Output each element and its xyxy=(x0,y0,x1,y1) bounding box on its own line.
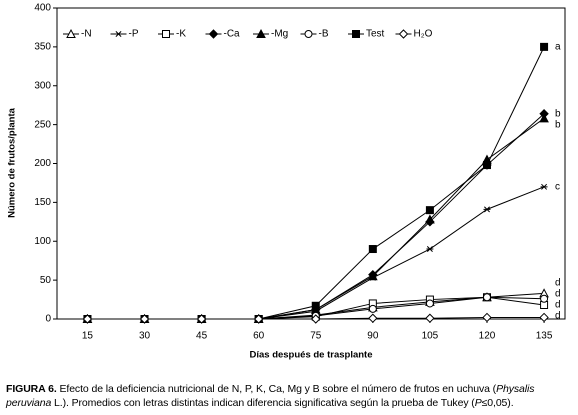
significance-letter: d xyxy=(555,311,561,322)
legend-label: -Mg xyxy=(271,29,288,40)
x-tick-label: 135 xyxy=(536,331,553,342)
data-point xyxy=(426,246,434,253)
x-tick-label: 105 xyxy=(422,331,439,342)
legend-marker xyxy=(352,30,360,38)
x-axis-label: Días después de trasplante xyxy=(249,350,372,361)
significance-letter: a xyxy=(555,42,561,53)
data-point xyxy=(482,161,491,170)
data-point xyxy=(482,293,491,302)
legend-label: H₂O xyxy=(414,29,433,40)
x-tick-label: 120 xyxy=(479,331,496,342)
x-tick-label: 30 xyxy=(139,331,151,342)
legend-label: -N xyxy=(81,29,92,40)
data-point xyxy=(540,183,548,190)
data-point xyxy=(253,314,264,324)
data-point xyxy=(139,314,150,324)
significance-letter: d xyxy=(555,300,561,311)
significance-letter: b xyxy=(555,108,561,119)
series-line xyxy=(87,113,545,320)
legend-marker xyxy=(256,28,266,38)
legend-label: Test xyxy=(366,29,385,40)
y-tick-label: 100 xyxy=(34,236,51,247)
significance-letter: d xyxy=(555,278,561,289)
significance-letter: d xyxy=(555,289,561,300)
data-point xyxy=(482,312,492,323)
data-point xyxy=(311,301,320,310)
data-point xyxy=(196,314,207,324)
legend-label: -B xyxy=(319,29,329,40)
chart: Número de frutos/planta Días después de … xyxy=(7,3,566,361)
x-tick-label: 45 xyxy=(196,331,208,342)
legend-label: -P xyxy=(129,29,139,40)
data-point xyxy=(368,313,378,323)
caption-label: FIGURA 6. xyxy=(6,383,57,395)
caption: FIGURA 6. Efecto de la deficiencia nutri… xyxy=(6,382,574,410)
data-point xyxy=(540,294,549,303)
y-tick-label: 200 xyxy=(34,158,51,169)
data-point xyxy=(311,314,321,324)
caption-italic: Physalis peruviana xyxy=(6,383,535,409)
legend-label: -K xyxy=(176,29,186,40)
data-point xyxy=(539,312,549,323)
x-tick-label: 90 xyxy=(367,331,379,342)
series-line xyxy=(87,186,545,320)
legend-label: -Ca xyxy=(224,29,241,40)
x-tick-label: 15 xyxy=(82,331,94,342)
series-line xyxy=(87,117,545,320)
legend-marker xyxy=(398,29,409,39)
caption-text: ≤0,05). xyxy=(481,397,514,409)
data-point xyxy=(425,299,434,308)
x-tick-label: 60 xyxy=(253,331,265,342)
data-point xyxy=(425,206,434,215)
significance-letter: c xyxy=(555,181,560,192)
caption-italic: P xyxy=(474,397,482,409)
y-tick-label: 0 xyxy=(45,314,51,325)
data-point xyxy=(368,304,377,313)
data-point xyxy=(368,245,377,254)
y-tick-label: 50 xyxy=(40,275,52,286)
legend-marker xyxy=(304,30,313,38)
data-point xyxy=(483,206,491,213)
data-point xyxy=(425,214,435,224)
data-point xyxy=(82,314,93,324)
y-tick-label: 300 xyxy=(34,80,51,91)
data-point xyxy=(539,113,549,123)
legend-marker xyxy=(115,31,122,37)
legend-marker xyxy=(162,30,170,38)
significance-letter: b xyxy=(555,119,561,130)
y-tick-label: 150 xyxy=(34,197,51,208)
caption-text: Efecto de la deficiencia nutricional de … xyxy=(59,383,497,395)
data-point xyxy=(540,42,549,51)
y-axis-label: Número de frutos/planta xyxy=(7,107,18,218)
x-tick-label: 75 xyxy=(310,331,322,342)
series-line xyxy=(87,46,545,320)
data-point xyxy=(425,313,435,323)
data-point xyxy=(368,271,378,281)
y-tick-label: 250 xyxy=(34,119,51,130)
y-tick-label: 400 xyxy=(34,3,51,14)
caption-text: L.). Promedios con letras distintas indi… xyxy=(51,397,475,409)
y-tick-label: 350 xyxy=(34,42,51,53)
legend-marker xyxy=(66,28,76,38)
legend-marker xyxy=(208,29,219,39)
